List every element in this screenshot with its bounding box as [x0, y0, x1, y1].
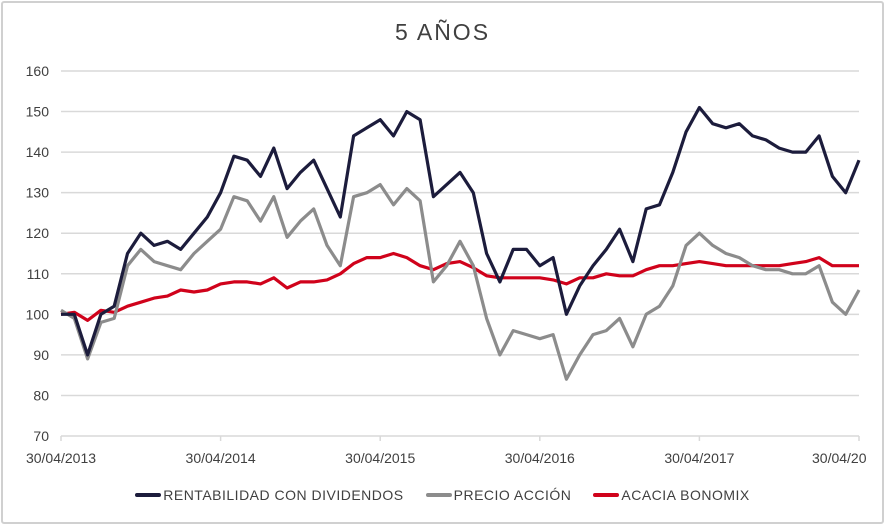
x-tick-label: 30/04/2015	[345, 450, 415, 466]
y-tick-label: 70	[33, 428, 49, 444]
y-tick-label: 80	[33, 387, 49, 403]
legend-swatch	[425, 493, 452, 497]
y-tick-label: 90	[33, 347, 49, 363]
legend-swatch	[593, 493, 620, 497]
x-tick-label: 30/04/20	[812, 450, 867, 466]
x-tick-label: 30/04/2013	[26, 450, 96, 466]
legend: RENTABILIDAD CON DIVIDENDOS PRECIO ACCIÓ…	[3, 487, 882, 503]
line-chart: 70 80 90 100 110 120 130 140 150 160 30/04/2013 30/…	[26, 63, 867, 466]
legend-label: ACACIA BONOMIX	[621, 487, 750, 503]
series-line-acacia-bonomix	[60, 251, 859, 322]
x-tick-label: 30/04/2014	[186, 450, 256, 466]
y-tick-label: 130	[26, 185, 50, 201]
series-line-precio-acci-n	[60, 183, 861, 381]
y-tick-label: 100	[26, 306, 50, 322]
y-tick-label: 110	[27, 266, 50, 282]
legend-item-rentabilidad: RENTABILIDAD CON DIVIDENDOS	[135, 487, 403, 503]
y-tick-label: 160	[26, 63, 50, 79]
y-tick-label: 140	[26, 144, 50, 160]
legend-item-acacia: ACACIA BONOMIX	[593, 487, 749, 503]
series-line-rentabilidad-con-dividendos	[61, 105, 861, 357]
chart-title: 5 AÑOS	[394, 19, 491, 45]
legend-swatch	[135, 493, 162, 497]
legend-label: PRECIO ACCIÓN	[453, 487, 572, 503]
legend-label: RENTABILIDAD CON DIVIDENDOS	[163, 487, 404, 503]
legend-item-precio: PRECIO ACCIÓN	[425, 487, 572, 503]
y-tick-label: 150	[26, 104, 50, 120]
x-tick-label: 30/04/2016	[505, 450, 575, 466]
x-tick-label: 30/04/2017	[664, 450, 734, 466]
y-tick-label: 120	[26, 225, 50, 241]
